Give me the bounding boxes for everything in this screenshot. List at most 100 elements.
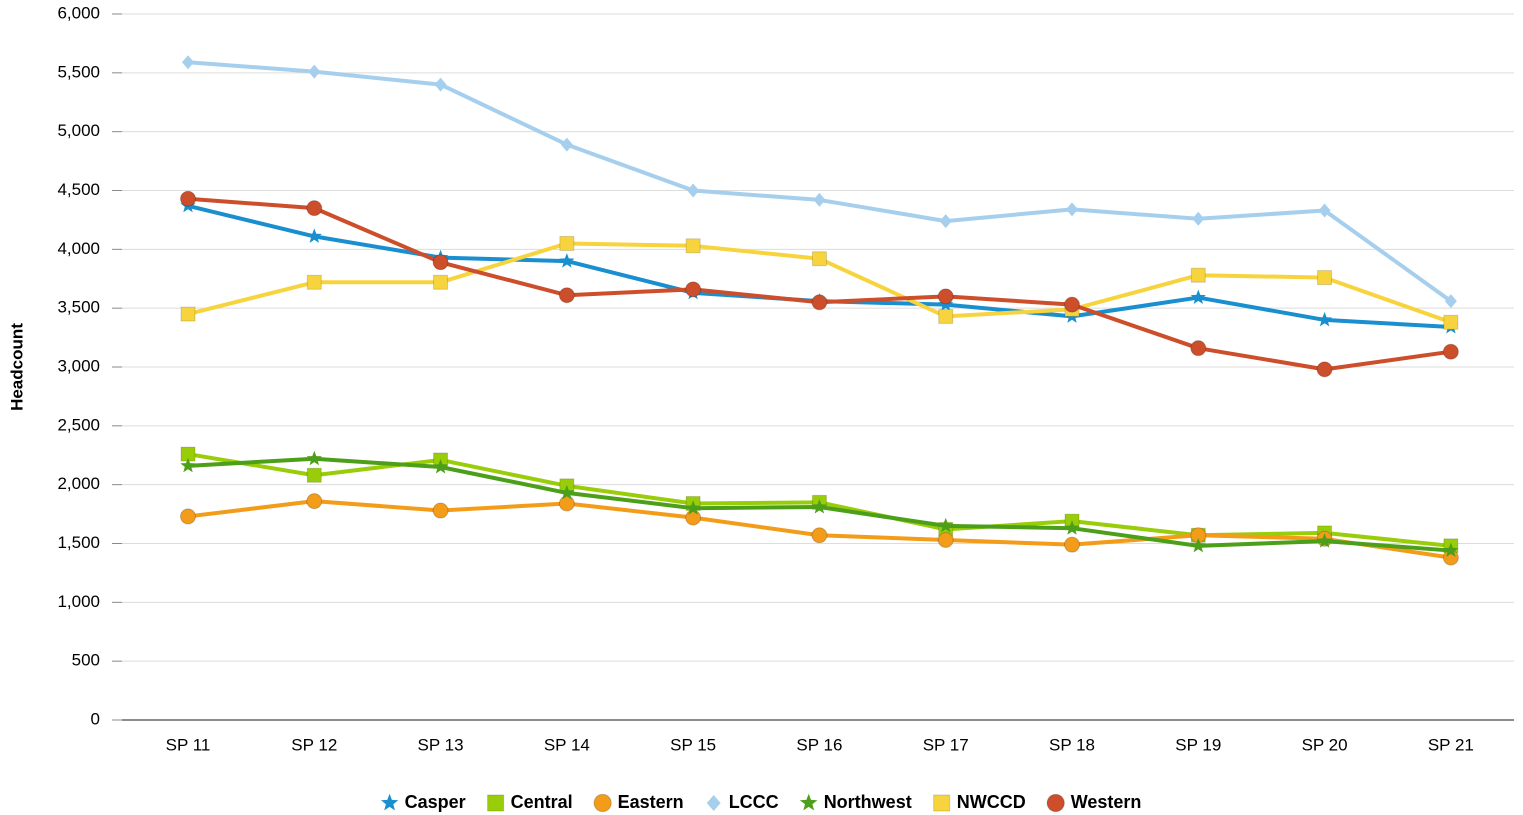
marker xyxy=(306,467,322,483)
marker xyxy=(1443,542,1459,557)
marker xyxy=(1317,311,1333,327)
marker xyxy=(938,308,954,324)
marker xyxy=(938,517,954,533)
marker xyxy=(558,287,575,304)
x-tick-label: SP 21 xyxy=(1428,735,1474,754)
marker xyxy=(1063,296,1080,313)
x-tick-label: SP 15 xyxy=(670,735,716,754)
marker xyxy=(434,77,447,92)
marker xyxy=(1442,343,1459,360)
marker xyxy=(1192,211,1205,226)
marker xyxy=(306,493,323,510)
legend-label: NWCCD xyxy=(957,792,1026,812)
series xyxy=(180,235,1459,330)
y-tick-label: 4,500 xyxy=(57,180,100,199)
x-tick-label: SP 11 xyxy=(166,735,211,754)
legend-label: Central xyxy=(511,792,573,812)
marker xyxy=(685,238,701,254)
marker xyxy=(685,281,702,298)
marker xyxy=(813,192,826,207)
marker xyxy=(1318,203,1331,218)
x-tick-label: SP 17 xyxy=(923,735,969,754)
series xyxy=(180,450,1459,557)
y-tick-label: 1,500 xyxy=(57,533,100,552)
x-tick-label: SP 14 xyxy=(544,735,590,754)
marker xyxy=(937,531,954,548)
y-tick-label: 6,000 xyxy=(57,3,100,22)
marker xyxy=(179,508,196,525)
y-tick-label: 3,500 xyxy=(57,298,100,317)
y-tick-label: 2,500 xyxy=(57,415,100,434)
y-tick-label: 2,000 xyxy=(57,474,100,493)
legend-label: Eastern xyxy=(618,792,684,812)
marker xyxy=(1065,202,1078,217)
marker xyxy=(937,288,954,305)
y-tick-label: 4,000 xyxy=(57,239,100,258)
marker xyxy=(180,457,196,473)
marker xyxy=(1190,340,1207,357)
marker xyxy=(306,450,322,466)
legend-label: Casper xyxy=(405,792,466,812)
marker xyxy=(1317,533,1333,548)
marker xyxy=(306,228,322,243)
x-tick-label: SP 19 xyxy=(1175,735,1221,754)
marker xyxy=(1190,537,1206,553)
marker xyxy=(181,55,194,70)
marker xyxy=(1316,361,1333,378)
x-tick-label: SP 20 xyxy=(1302,735,1348,754)
marker xyxy=(180,306,196,322)
x-tick-label: SP 13 xyxy=(418,735,464,754)
y-axis-title: Headcount xyxy=(7,323,26,411)
marker xyxy=(799,793,818,811)
marker xyxy=(179,190,196,207)
marker xyxy=(487,794,505,812)
marker xyxy=(558,495,575,512)
legend-label: LCCC xyxy=(729,792,779,812)
y-tick-label: 500 xyxy=(72,651,100,670)
marker xyxy=(1190,289,1206,304)
y-tick-label: 3,000 xyxy=(57,356,100,375)
series xyxy=(179,190,1459,378)
marker xyxy=(559,484,575,500)
legend: Casper Central Eastern LCCC Northwest NWCCD We… xyxy=(380,792,1142,813)
marker xyxy=(1443,314,1459,330)
y-tick-label: 1,000 xyxy=(57,592,100,611)
marker xyxy=(811,251,827,267)
legend-label: Northwest xyxy=(824,792,912,812)
marker xyxy=(560,137,573,152)
y-tick-label: 0 xyxy=(91,709,100,728)
marker xyxy=(1190,267,1206,283)
marker xyxy=(1046,793,1065,813)
marker xyxy=(593,793,612,813)
marker xyxy=(811,294,828,311)
x-tick-label: SP 16 xyxy=(796,735,842,754)
marker xyxy=(559,235,575,251)
marker xyxy=(1444,294,1457,309)
marker xyxy=(685,500,701,515)
marker xyxy=(380,793,399,811)
marker xyxy=(811,527,828,544)
marker xyxy=(933,794,951,812)
marker xyxy=(685,509,702,526)
marker xyxy=(306,274,322,290)
marker xyxy=(1064,520,1080,535)
marker xyxy=(687,183,700,198)
marker xyxy=(939,214,952,229)
marker xyxy=(706,794,721,812)
marker xyxy=(1317,270,1333,286)
marker xyxy=(433,459,449,474)
legend-label: Western xyxy=(1071,792,1142,812)
x-tick-label: SP 12 xyxy=(291,735,337,754)
marker xyxy=(433,274,449,290)
series xyxy=(181,55,1457,309)
marker xyxy=(308,64,321,79)
marker xyxy=(432,502,449,519)
marker xyxy=(559,253,575,268)
marker xyxy=(432,254,449,271)
y-tick-label: 5,500 xyxy=(57,62,100,81)
x-tick-label: SP 18 xyxy=(1049,735,1095,754)
marker xyxy=(1063,536,1080,553)
marker xyxy=(811,499,827,514)
